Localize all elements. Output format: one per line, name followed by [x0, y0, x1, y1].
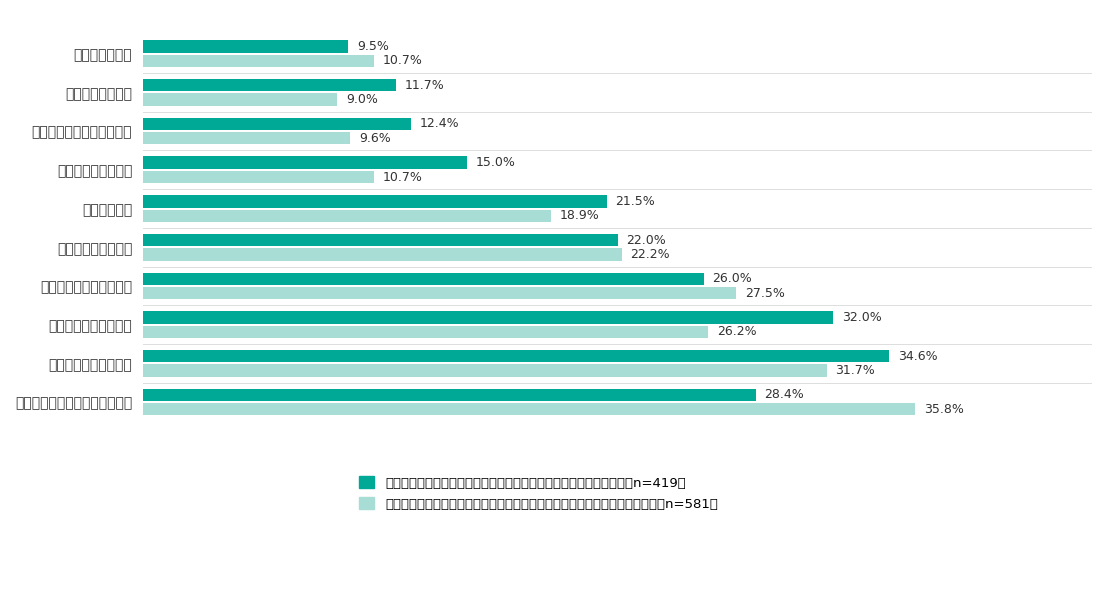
- Text: 21.5%: 21.5%: [615, 195, 655, 208]
- Text: 15.0%: 15.0%: [475, 156, 515, 169]
- Text: 9.5%: 9.5%: [356, 40, 389, 53]
- Text: 32.0%: 32.0%: [842, 311, 881, 324]
- Text: 28.4%: 28.4%: [764, 388, 804, 401]
- Bar: [144, 40, 349, 53]
- Bar: [144, 209, 551, 222]
- Bar: [144, 403, 915, 415]
- Bar: [144, 312, 834, 324]
- Text: 27.5%: 27.5%: [745, 287, 785, 300]
- Text: 12.4%: 12.4%: [420, 117, 459, 130]
- Text: 22.2%: 22.2%: [631, 248, 670, 261]
- Bar: [144, 79, 395, 91]
- Bar: [144, 171, 374, 183]
- Legend: 現在の勤務先はゆるブラックだと思う、どちらかといえばそう思う（n=419）, 現在の勤務先はゆるブラックだと思わない、どちらかといえばそう思わない（n=581）: 現在の勤務先はゆるブラックだと思う、どちらかといえばそう思う（n=419）, 現…: [359, 476, 718, 511]
- Text: 31.7%: 31.7%: [836, 364, 876, 377]
- Bar: [144, 350, 889, 362]
- Bar: [144, 365, 827, 377]
- Bar: [144, 55, 374, 67]
- Text: 22.0%: 22.0%: [627, 234, 666, 247]
- Bar: [144, 326, 708, 338]
- Bar: [144, 195, 607, 208]
- Bar: [144, 156, 467, 169]
- Text: 35.8%: 35.8%: [924, 403, 964, 416]
- Bar: [144, 93, 338, 106]
- Text: 18.9%: 18.9%: [559, 209, 599, 222]
- Bar: [144, 248, 622, 261]
- Text: 10.7%: 10.7%: [383, 54, 423, 67]
- Text: 26.0%: 26.0%: [713, 273, 753, 286]
- Text: 26.2%: 26.2%: [717, 325, 756, 338]
- Bar: [144, 287, 736, 299]
- Text: 9.0%: 9.0%: [346, 93, 377, 106]
- Bar: [144, 234, 618, 246]
- Text: 10.7%: 10.7%: [383, 171, 423, 183]
- Text: 34.6%: 34.6%: [898, 350, 938, 363]
- Bar: [144, 132, 350, 145]
- Bar: [144, 389, 756, 401]
- Bar: [144, 118, 411, 130]
- Text: 11.7%: 11.7%: [404, 78, 444, 92]
- Bar: [144, 273, 704, 285]
- Text: 9.6%: 9.6%: [359, 132, 391, 145]
